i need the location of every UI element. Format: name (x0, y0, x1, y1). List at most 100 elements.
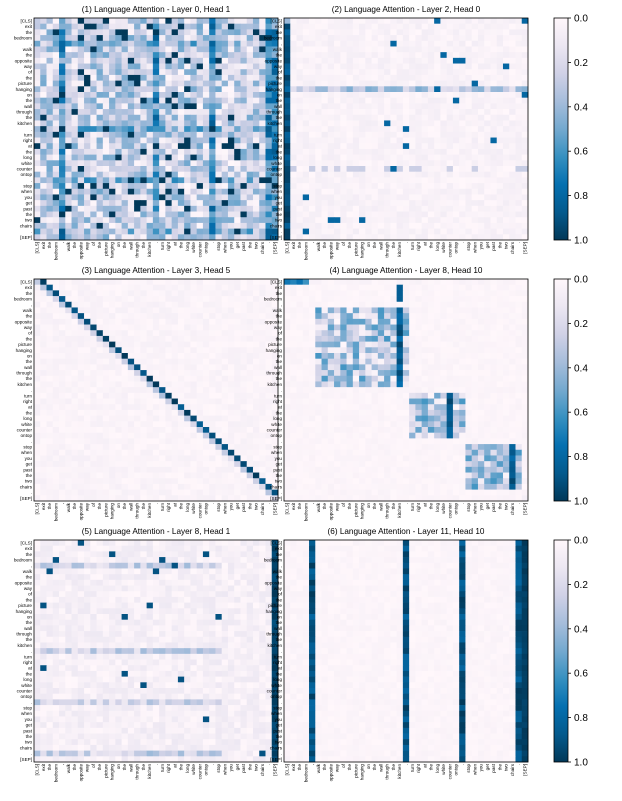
heatmap-cell (427, 92, 435, 99)
heatmap-cell (334, 69, 341, 76)
heatmap-cell (446, 211, 454, 218)
heatmap-cell (121, 284, 129, 291)
heatmap-cell (52, 120, 60, 127)
heatmap-cell (227, 137, 235, 144)
heatmap-cell (252, 489, 260, 496)
y-tick-label: you (25, 456, 33, 461)
heatmap-cell (440, 114, 448, 121)
heatmap-cell (240, 421, 248, 428)
heatmap-cell (252, 381, 260, 388)
x-tick-label: [CLS] (35, 503, 40, 515)
heatmap-cell (221, 40, 229, 47)
heatmap-cell (409, 160, 416, 167)
heatmap-cell (171, 364, 179, 371)
heatmap-cell (284, 154, 291, 161)
heatmap-cell (271, 375, 279, 382)
heatmap-cell (146, 438, 154, 445)
heatmap-cell (209, 444, 216, 451)
heatmap-cell (396, 46, 404, 53)
y-tick-label: kitchen (17, 382, 32, 387)
heatmap-cell (296, 296, 304, 303)
heatmap-cell (484, 80, 491, 87)
heatmap-cell (284, 35, 291, 42)
heatmap-cell (102, 143, 110, 150)
heatmap-cell (265, 131, 273, 138)
heatmap-cell (352, 301, 360, 308)
heatmap-cell (321, 177, 329, 184)
heatmap-cell (52, 74, 60, 81)
heatmap-cell (309, 23, 316, 30)
heatmap-cell (477, 171, 485, 178)
x-tick-label: turn (160, 242, 165, 250)
heatmap-cell (159, 444, 166, 451)
heatmap-cell (65, 126, 72, 133)
heatmap-cell (265, 52, 273, 59)
heatmap-cell (271, 183, 279, 190)
heatmap-cell (315, 29, 322, 36)
heatmap-cell (46, 427, 54, 434)
heatmap-cell (102, 461, 110, 468)
heatmap-cell (502, 290, 510, 297)
heatmap-cell (109, 427, 116, 434)
heatmap-cell (427, 284, 435, 291)
heatmap-cell (59, 126, 66, 133)
heatmap-cell (359, 211, 366, 218)
heatmap-cell (252, 370, 260, 377)
heatmap-cell (252, 143, 260, 150)
heatmap-cell (52, 461, 60, 468)
heatmap-cell (334, 86, 341, 93)
heatmap-cell (434, 103, 441, 110)
heatmap-cell (202, 483, 210, 490)
heatmap-cell (234, 478, 241, 485)
heatmap-cell (46, 120, 54, 127)
heatmap-cell (252, 341, 260, 348)
heatmap-cell (90, 211, 97, 218)
heatmap-cell (484, 166, 491, 173)
heatmap-cell (202, 137, 210, 144)
heatmap-cell (271, 217, 279, 224)
heatmap-cell (71, 364, 79, 371)
heatmap-cell (459, 46, 466, 53)
heatmap-cell (296, 63, 304, 70)
heatmap-cell (184, 46, 191, 53)
heatmap-cell (34, 80, 41, 87)
heatmap-cell (409, 211, 416, 218)
heatmap-cell (165, 154, 172, 161)
heatmap-cell (346, 234, 354, 241)
heatmap-cell (209, 341, 216, 348)
heatmap-cell (90, 154, 97, 161)
heatmap-cell (134, 57, 141, 64)
heatmap-cell (377, 171, 385, 178)
heatmap-cell (240, 52, 248, 59)
heatmap-cell (259, 409, 266, 416)
heatmap-cell (271, 69, 279, 76)
heatmap-cell (71, 97, 79, 104)
heatmap-cell (252, 296, 260, 303)
heatmap-cell (52, 415, 60, 422)
heatmap-cell (321, 211, 329, 218)
heatmap-cell (309, 211, 316, 218)
heatmap-cell (240, 183, 248, 190)
heatmap-cell (421, 166, 429, 173)
heatmap-cell (46, 347, 54, 354)
heatmap-cell (140, 432, 147, 439)
heatmap-cell (34, 284, 41, 291)
heatmap-cell (234, 296, 241, 303)
heatmap-cell (59, 211, 66, 218)
heatmap-cell (227, 52, 235, 59)
heatmap-cell (115, 188, 122, 195)
heatmap-cell (521, 211, 529, 218)
heatmap-cell (221, 52, 229, 59)
heatmap-cell (309, 166, 316, 173)
heatmap-cell (465, 154, 473, 161)
heatmap-cell (509, 217, 516, 224)
heatmap-cell (115, 234, 122, 241)
heatmap-cell (227, 421, 235, 428)
heatmap-cell (109, 438, 116, 445)
heatmap-cell (196, 455, 204, 462)
heatmap-cell (196, 52, 204, 59)
heatmap-cell (296, 57, 304, 64)
heatmap-cell (90, 341, 97, 348)
heatmap-cell (365, 120, 372, 127)
heatmap-cell (34, 409, 41, 416)
